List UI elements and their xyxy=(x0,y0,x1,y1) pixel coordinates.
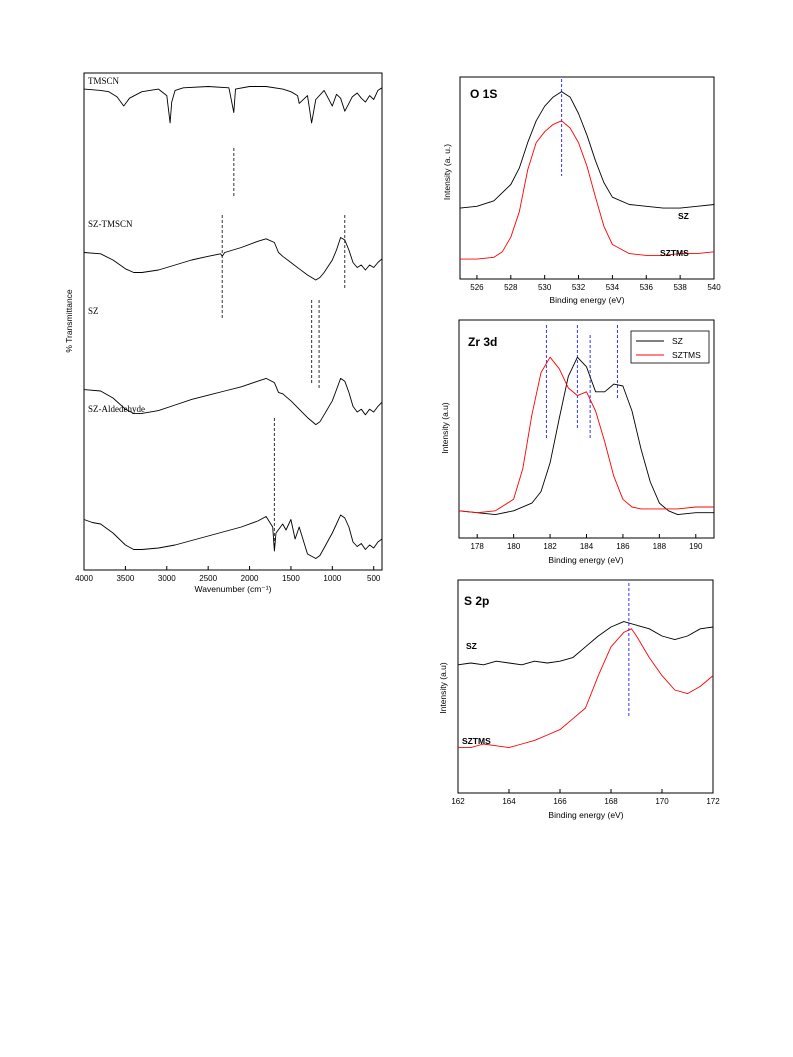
o1s-x-tick-label: 534 xyxy=(606,283,620,292)
s2p-x-tick-label: 166 xyxy=(553,797,567,806)
s2p-x-axis-label: Binding energy (eV) xyxy=(548,810,623,820)
zr3d-title: Zr 3d xyxy=(468,335,497,349)
o1s-y-axis-label: Intensity (a. u.) xyxy=(442,144,452,200)
ftir-marker-lines xyxy=(221,148,346,545)
ftir-series-lines xyxy=(83,86,383,559)
ftir-x-tick-label: 500 xyxy=(367,574,381,583)
ftir-series-line-sz-aldedehyde xyxy=(83,514,383,559)
s2p-title: S 2p xyxy=(464,594,489,608)
o1s-x-tick-label: 530 xyxy=(538,283,552,292)
o1s-x-tick-label: 540 xyxy=(707,283,721,292)
o1s-x-axis-label: Binding energy (eV) xyxy=(549,295,624,305)
zr3d-x-tick-label: 190 xyxy=(689,542,703,551)
zr3d-marker-lines xyxy=(545,325,618,440)
o1s-series-line-sztms xyxy=(460,120,715,260)
ftir-x-axis-label: Wavenumber (cm⁻¹) xyxy=(195,584,272,594)
ftir-x-tick-label: 1000 xyxy=(323,574,341,583)
ftir-x-tick-label: 2000 xyxy=(241,574,259,583)
ftir-series-line-tmscn xyxy=(83,86,383,124)
s2p-x-tick-label: 170 xyxy=(655,797,669,806)
ftir-series-label-sz: SZ xyxy=(88,306,99,316)
zr3d-y-axis-label: Intensity (a.u) xyxy=(440,402,450,454)
s2p-frame xyxy=(457,579,714,794)
s2p-series-line-sz xyxy=(457,621,714,666)
s2p-x-tick-label: 172 xyxy=(706,797,720,806)
o1s-series-lines xyxy=(459,91,715,260)
zr3d-series-lines xyxy=(458,356,714,516)
zr3d-series-line-sztms xyxy=(458,356,714,514)
zr3d-x-tick-label: 182 xyxy=(543,542,557,551)
o1s-frame xyxy=(459,76,715,280)
ftir-frame xyxy=(83,72,383,571)
zr3d-legend-sztms: SZTMS xyxy=(672,350,701,360)
ftir-x-ticks: 4000 3500 3000 2500 2000 1500 1000 500 xyxy=(75,566,381,583)
o1s-series-label-sztms: SZTMS xyxy=(660,248,689,258)
s2p-x-tick-label: 164 xyxy=(502,797,516,806)
s2p-x-tick-label: 168 xyxy=(604,797,618,806)
zr3d-x-tick-label: 178 xyxy=(471,542,485,551)
ftir-series-label-sz-tmscn: SZ-TMSCN xyxy=(88,219,133,229)
zr3d-series-line-sz xyxy=(458,356,714,516)
zr3d-x-tick-label: 184 xyxy=(580,542,594,551)
ftir-series-label-tmscn: TMSCN xyxy=(88,76,120,86)
o1s-x-tick-label: 526 xyxy=(470,283,484,292)
o1s-x-tick-label: 538 xyxy=(673,283,687,292)
ftir-x-tick-label: 3500 xyxy=(116,574,134,583)
s2p-series-lines xyxy=(457,621,714,749)
ftir-series-line-sz-tmscn xyxy=(83,237,383,281)
ftir-x-tick-label: 3000 xyxy=(158,574,176,583)
zr3d-x-tick-label: 188 xyxy=(653,542,667,551)
o1s-title: O 1S xyxy=(470,87,497,101)
ftir-series-line-sz xyxy=(83,377,383,426)
o1s-series-line-sz xyxy=(459,91,715,209)
ftir-x-tick-label: 1500 xyxy=(282,574,300,583)
o1s-x-tick-label: 536 xyxy=(640,283,654,292)
zr3d-x-tick-label: 180 xyxy=(507,542,521,551)
o1s-series-label-sz: SZ xyxy=(678,211,689,221)
o1s-x-ticks: 526 528 530 532 534 536 538 540 xyxy=(470,275,721,292)
o1s-x-tick-label: 528 xyxy=(504,283,518,292)
s2p-series-label-sz: SZ xyxy=(466,641,477,651)
ftir-series-label-sz-aldedehyde: SZ-Aldedehyde xyxy=(88,404,145,414)
zr3d-x-tick-label: 186 xyxy=(616,542,630,551)
s2p-series-label-sztms: SZTMS xyxy=(462,736,491,746)
zr3d-legend: SZ SZTMS xyxy=(630,330,710,364)
ftir-y-axis-label: % Transmittance xyxy=(64,289,74,353)
o1s-x-tick-label: 532 xyxy=(572,283,586,292)
s2p-x-tick-label: 162 xyxy=(451,797,465,806)
ftir-x-tick-label: 4000 xyxy=(75,574,93,583)
s2p-y-axis-label: Intensity (a.u) xyxy=(438,662,448,714)
zr3d-x-ticks: 178 180 182 184 186 188 190 xyxy=(471,534,703,551)
zr3d-x-axis-label: Binding energy (eV) xyxy=(548,555,623,565)
s2p-series-line-sztms xyxy=(458,628,714,749)
s2p-x-ticks: 162 164 166 168 170 172 xyxy=(451,789,720,806)
ftir-x-tick-label: 2500 xyxy=(199,574,217,583)
zr3d-legend-sz: SZ xyxy=(672,336,683,346)
